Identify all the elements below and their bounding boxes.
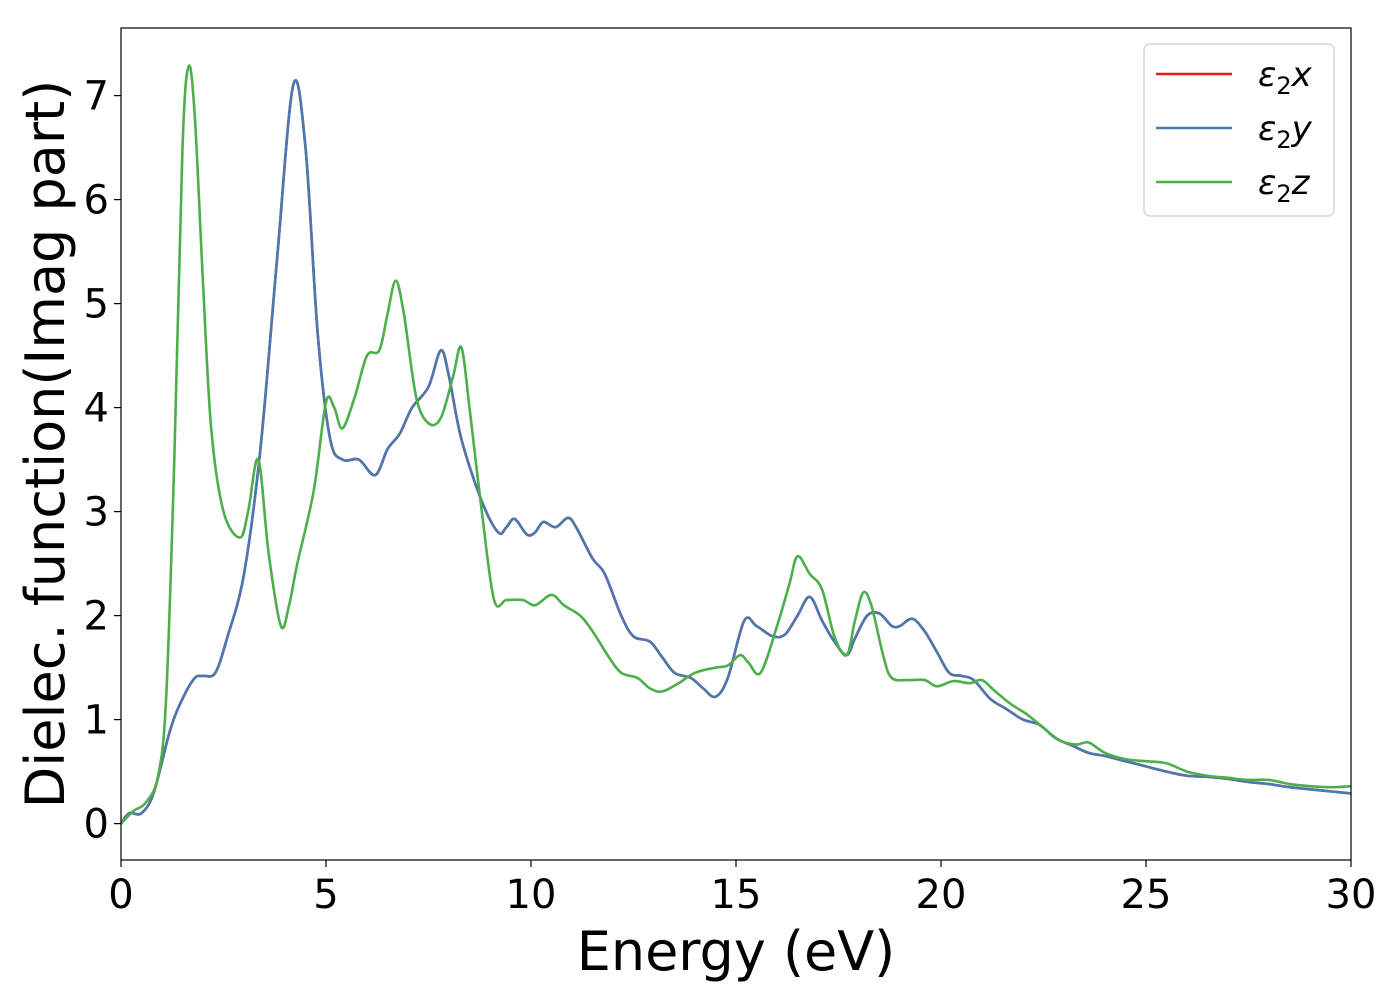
x-tick-label: 30	[1326, 872, 1377, 918]
x-tick-label: 5	[313, 872, 338, 918]
x-tick-label: 20	[916, 872, 967, 918]
x-axis-title: Energy (eV)	[577, 920, 896, 983]
x-tick-label: 15	[711, 872, 762, 918]
x-tick-label: 25	[1121, 872, 1172, 918]
y-tick-label: 4	[84, 386, 109, 432]
legend-item-x: ε2x	[1156, 55, 1313, 100]
y-tick-label: 2	[84, 594, 109, 640]
legend-item-z: ε2z	[1156, 163, 1311, 208]
y-tick-label: 6	[84, 178, 109, 224]
y-tick-label: 3	[84, 490, 109, 536]
x-tick-label: 10	[506, 872, 557, 918]
legend-label: ε2z	[1258, 163, 1311, 208]
legend-label: ε2y	[1258, 109, 1313, 154]
axis-ticks: 0 5 10 15 20 25 30 0 1 2 3 4 5 6 7	[84, 74, 1377, 918]
series-lines	[121, 64, 1351, 825]
legend-label: ε2x	[1258, 55, 1313, 100]
y-tick-label: 7	[84, 74, 109, 120]
y-tick-label: 1	[84, 698, 109, 744]
legend-item-y: ε2y	[1156, 109, 1313, 154]
y-tick-label: 5	[84, 282, 109, 328]
y-tick-label: 0	[84, 802, 109, 848]
legend: ε2x ε2y ε2z	[1143, 43, 1335, 217]
y-axis-title: Dielec. function(Imag part)	[14, 80, 77, 809]
legend-box	[1143, 43, 1335, 217]
x-tick-label: 0	[108, 872, 133, 918]
series-line-z	[121, 64, 1351, 825]
